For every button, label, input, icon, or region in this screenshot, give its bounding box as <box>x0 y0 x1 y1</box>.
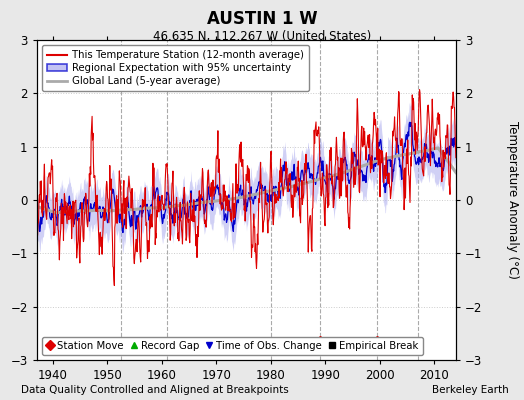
Legend: Station Move, Record Gap, Time of Obs. Change, Empirical Break: Station Move, Record Gap, Time of Obs. C… <box>42 337 423 355</box>
Text: AUSTIN 1 W: AUSTIN 1 W <box>206 10 318 28</box>
Text: Berkeley Earth: Berkeley Earth <box>432 385 508 395</box>
Y-axis label: Temperature Anomaly (°C): Temperature Anomaly (°C) <box>506 121 519 279</box>
Text: Data Quality Controlled and Aligned at Breakpoints: Data Quality Controlled and Aligned at B… <box>21 385 289 395</box>
Text: 46.635 N, 112.267 W (United States): 46.635 N, 112.267 W (United States) <box>153 30 371 43</box>
